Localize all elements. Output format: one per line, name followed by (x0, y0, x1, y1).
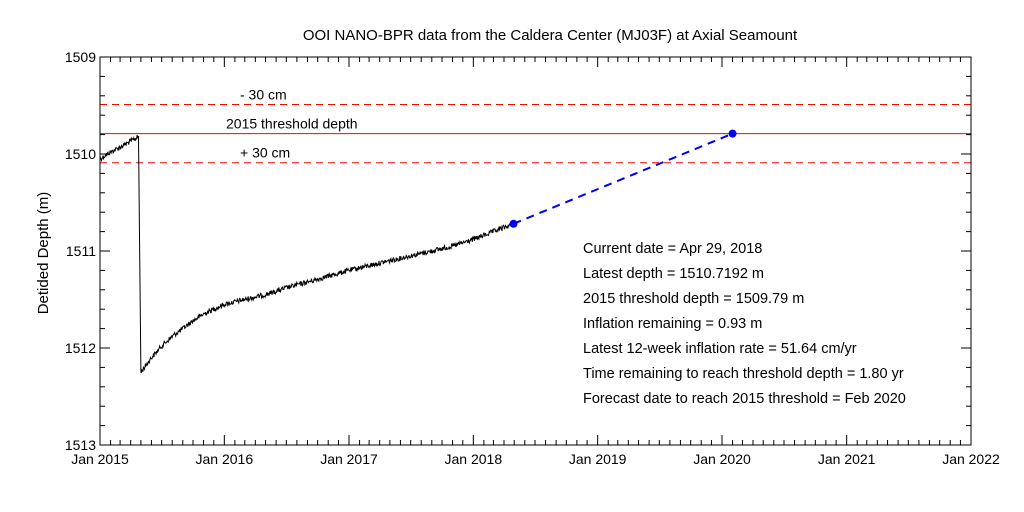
x-tick-label: Jan 2016 (196, 451, 254, 467)
stat-annotation: Forecast date to reach 2015 threshold = … (583, 391, 906, 407)
x-tick-label: Jan 2019 (569, 451, 627, 467)
reference-line-label: - 30 cm (240, 87, 287, 103)
stat-annotation: Current date = Apr 29, 2018 (583, 241, 762, 257)
y-axis-label: Detided Depth (m) (35, 192, 52, 315)
reference-lines: - 30 cm 2015 threshold depth + 30 cm (100, 87, 971, 164)
y-tick-label: 1510 (65, 146, 96, 162)
y-tick-label: 1511 (66, 243, 96, 259)
stat-annotation: Inflation remaining = 0.93 m (583, 316, 762, 332)
y-tick-label: 1512 (65, 340, 96, 356)
x-tick-label: Jan 2017 (320, 451, 378, 467)
reference-line-label: + 30 cm (240, 145, 290, 161)
chart-title: OOI NANO-BPR data from the Caldera Cente… (303, 27, 798, 44)
series-layer (99, 134, 514, 373)
x-axis: Jan 2015 Jan 2016 Jan 2017 Jan 2018 Jan 2019… (71, 57, 1000, 467)
reference-line-label: 2015 threshold depth (226, 116, 358, 132)
x-tick-label: Jan 2020 (693, 451, 751, 467)
forecast-start-point (509, 219, 518, 228)
forecast-layer (509, 129, 737, 228)
x-tick-label: Jan 2021 (818, 451, 876, 467)
stat-annotation: 2015 threshold depth = 1509.79 m (583, 291, 804, 307)
y-tick-label: 1509 (65, 49, 96, 65)
stat-annotation: Latest 12-week inflation rate = 51.64 cm… (583, 341, 857, 357)
stat-annotation: Time remaining to reach threshold depth … (583, 366, 904, 382)
x-tick-label: Jan 2015 (71, 451, 129, 467)
x-tick-label: Jan 2022 (942, 451, 1000, 467)
stat-annotation: Latest depth = 1510.7192 m (583, 266, 764, 282)
depth-series-line (99, 134, 514, 373)
stats-annotations: Current date = Apr 29, 2018 Latest depth … (583, 241, 906, 407)
y-tick-label: 1513 (65, 437, 96, 453)
forecast-end-point (728, 129, 737, 138)
y-axis: 1509 1510 1511 1512 1513 (65, 49, 971, 453)
forecast-line (513, 132, 733, 225)
x-tick-label: Jan 2018 (445, 451, 503, 467)
